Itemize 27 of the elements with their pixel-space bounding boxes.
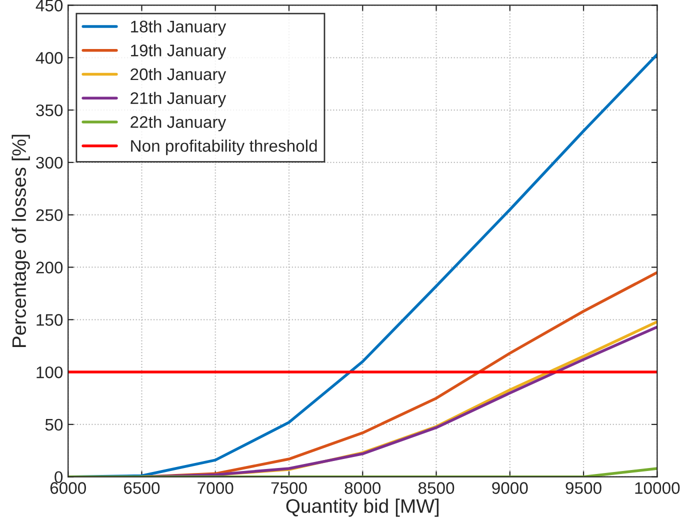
x-tick-label: 6000 bbox=[50, 482, 86, 494]
y-tick-label: 250 bbox=[36, 209, 63, 222]
legend-label: 19th January bbox=[131, 44, 226, 60]
x-tick-label: 9500 bbox=[566, 482, 602, 494]
x-tick-label: 7000 bbox=[198, 482, 234, 494]
y-tick-label: 200 bbox=[36, 262, 63, 274]
y-tick-label: 350 bbox=[36, 104, 63, 116]
legend-label: 22th January bbox=[130, 116, 226, 132]
legend-label: 20th January bbox=[130, 68, 226, 84]
y-tick-label: 450 bbox=[36, 0, 63, 12]
x-tick-label: 8000 bbox=[344, 482, 381, 494]
x-tick-label: 8500 bbox=[418, 482, 454, 494]
y-axis-title: Percentage of losses [%] bbox=[12, 134, 30, 347]
x-tick-label: 7500 bbox=[271, 482, 307, 494]
y-tick-label: 0 bbox=[54, 471, 63, 484]
y-tick-label: 300 bbox=[36, 156, 63, 169]
y-tick-label: 400 bbox=[36, 52, 63, 64]
legend-label: 18th January bbox=[131, 20, 226, 36]
y-tick-label: 100 bbox=[36, 366, 63, 378]
x-axis-title: Quantity bid [MW] bbox=[286, 498, 439, 517]
x-tick-label: 6500 bbox=[124, 482, 160, 494]
x-tick-label: 9000 bbox=[492, 482, 528, 494]
y-tick-label: 50 bbox=[45, 418, 63, 431]
legend-label: 21th January bbox=[130, 92, 226, 108]
y-tick-label: 150 bbox=[36, 314, 63, 326]
x-tick-label: 10000 bbox=[635, 482, 680, 494]
legend-label: Non profitability threshold bbox=[131, 140, 317, 156]
